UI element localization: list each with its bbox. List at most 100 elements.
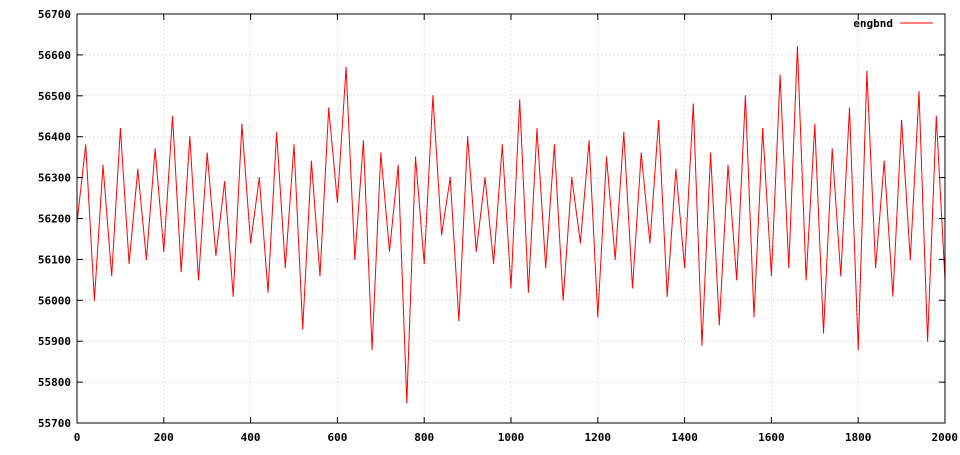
data-point (814, 123, 816, 125)
data-point (918, 91, 920, 93)
data-point (692, 103, 694, 105)
data-point (649, 242, 651, 244)
data-point (241, 123, 243, 125)
data-point (189, 136, 191, 138)
data-point (519, 99, 521, 101)
data-point (545, 267, 547, 269)
data-point (614, 258, 616, 260)
data-point (927, 340, 929, 342)
data-point (93, 299, 95, 301)
data-point (267, 291, 269, 293)
data-point (675, 168, 677, 170)
y-tick-label: 56100 (38, 253, 71, 266)
data-point (562, 299, 564, 301)
data-point (449, 177, 451, 179)
data-point (180, 271, 182, 273)
x-tick-label: 1000 (498, 431, 525, 444)
data-point (571, 177, 573, 179)
data-point (85, 144, 87, 146)
data-point (710, 152, 712, 154)
data-point (848, 107, 851, 109)
data-point (137, 168, 139, 170)
y-tick-label: 56200 (38, 213, 71, 226)
data-point (215, 254, 217, 256)
data-point (510, 287, 512, 289)
data-point (171, 115, 174, 117)
data-point (536, 127, 538, 130)
data-point (336, 201, 338, 203)
x-tick-label: 200 (154, 431, 174, 444)
data-point (197, 279, 200, 281)
data-point (163, 250, 165, 252)
series-line-engbnd (76, 46, 946, 403)
data-point (631, 287, 634, 289)
data-point (145, 258, 147, 260)
data-point (328, 107, 330, 109)
data-point (744, 95, 747, 97)
data-point (250, 242, 252, 244)
data-point (762, 127, 764, 130)
data-point (154, 148, 156, 150)
data-point (658, 119, 660, 121)
y-tick-label: 55900 (38, 335, 71, 348)
data-point (128, 262, 130, 265)
data-point (684, 267, 686, 269)
data-point (441, 234, 443, 236)
data-point (406, 402, 408, 404)
y-tick-label: 56600 (38, 49, 71, 62)
data-point (371, 348, 373, 350)
data-point (501, 144, 503, 146)
legend-label-engbnd: engbnd (853, 17, 893, 30)
y-tick-label: 56300 (38, 172, 71, 185)
series-layer (76, 46, 946, 404)
data-point (866, 70, 868, 72)
data-point (892, 295, 894, 297)
data-point (119, 127, 121, 130)
data-point (527, 291, 530, 293)
y-tick-label: 55700 (38, 417, 71, 430)
data-point (875, 267, 877, 269)
data-point (484, 177, 486, 179)
y-tick-label: 56400 (38, 131, 71, 144)
data-point (493, 262, 495, 265)
y-tick-label: 56500 (38, 90, 71, 103)
ticks-layer: 55700 55800 55900 56000 56100 56200 56300 56400… (38, 8, 958, 444)
data-point (553, 144, 556, 146)
data-point (579, 242, 582, 244)
y-tick-label: 56000 (38, 294, 71, 307)
x-tick-label: 400 (241, 431, 261, 444)
data-point (753, 316, 755, 318)
data-point (302, 328, 304, 330)
data-point (788, 267, 790, 269)
x-tick-label: 1200 (585, 431, 612, 444)
data-point (475, 250, 477, 252)
x-tick-label: 600 (327, 431, 347, 444)
data-point (883, 160, 885, 162)
y-tick-label: 56700 (38, 8, 71, 21)
data-point (770, 275, 773, 277)
data-point (796, 46, 799, 48)
x-tick-label: 1400 (671, 431, 698, 444)
y-tick-label: 55800 (38, 376, 71, 389)
data-point (840, 275, 842, 277)
x-tick-label: 800 (414, 431, 434, 444)
data-point (354, 258, 356, 260)
data-point (857, 348, 859, 350)
data-point (362, 140, 364, 142)
data-point (319, 275, 321, 277)
data-point (736, 279, 738, 281)
x-tick-label: 0 (74, 431, 81, 444)
data-point (232, 295, 234, 297)
data-point (224, 181, 226, 183)
data-point (909, 258, 911, 260)
data-point (597, 316, 599, 318)
x-tick-label: 2000 (932, 431, 959, 444)
data-point (111, 275, 113, 277)
data-point (423, 262, 425, 265)
data-point (388, 250, 391, 252)
data-point (310, 160, 312, 162)
data-point (284, 267, 286, 269)
data-point (293, 144, 295, 146)
data-point (432, 95, 434, 97)
